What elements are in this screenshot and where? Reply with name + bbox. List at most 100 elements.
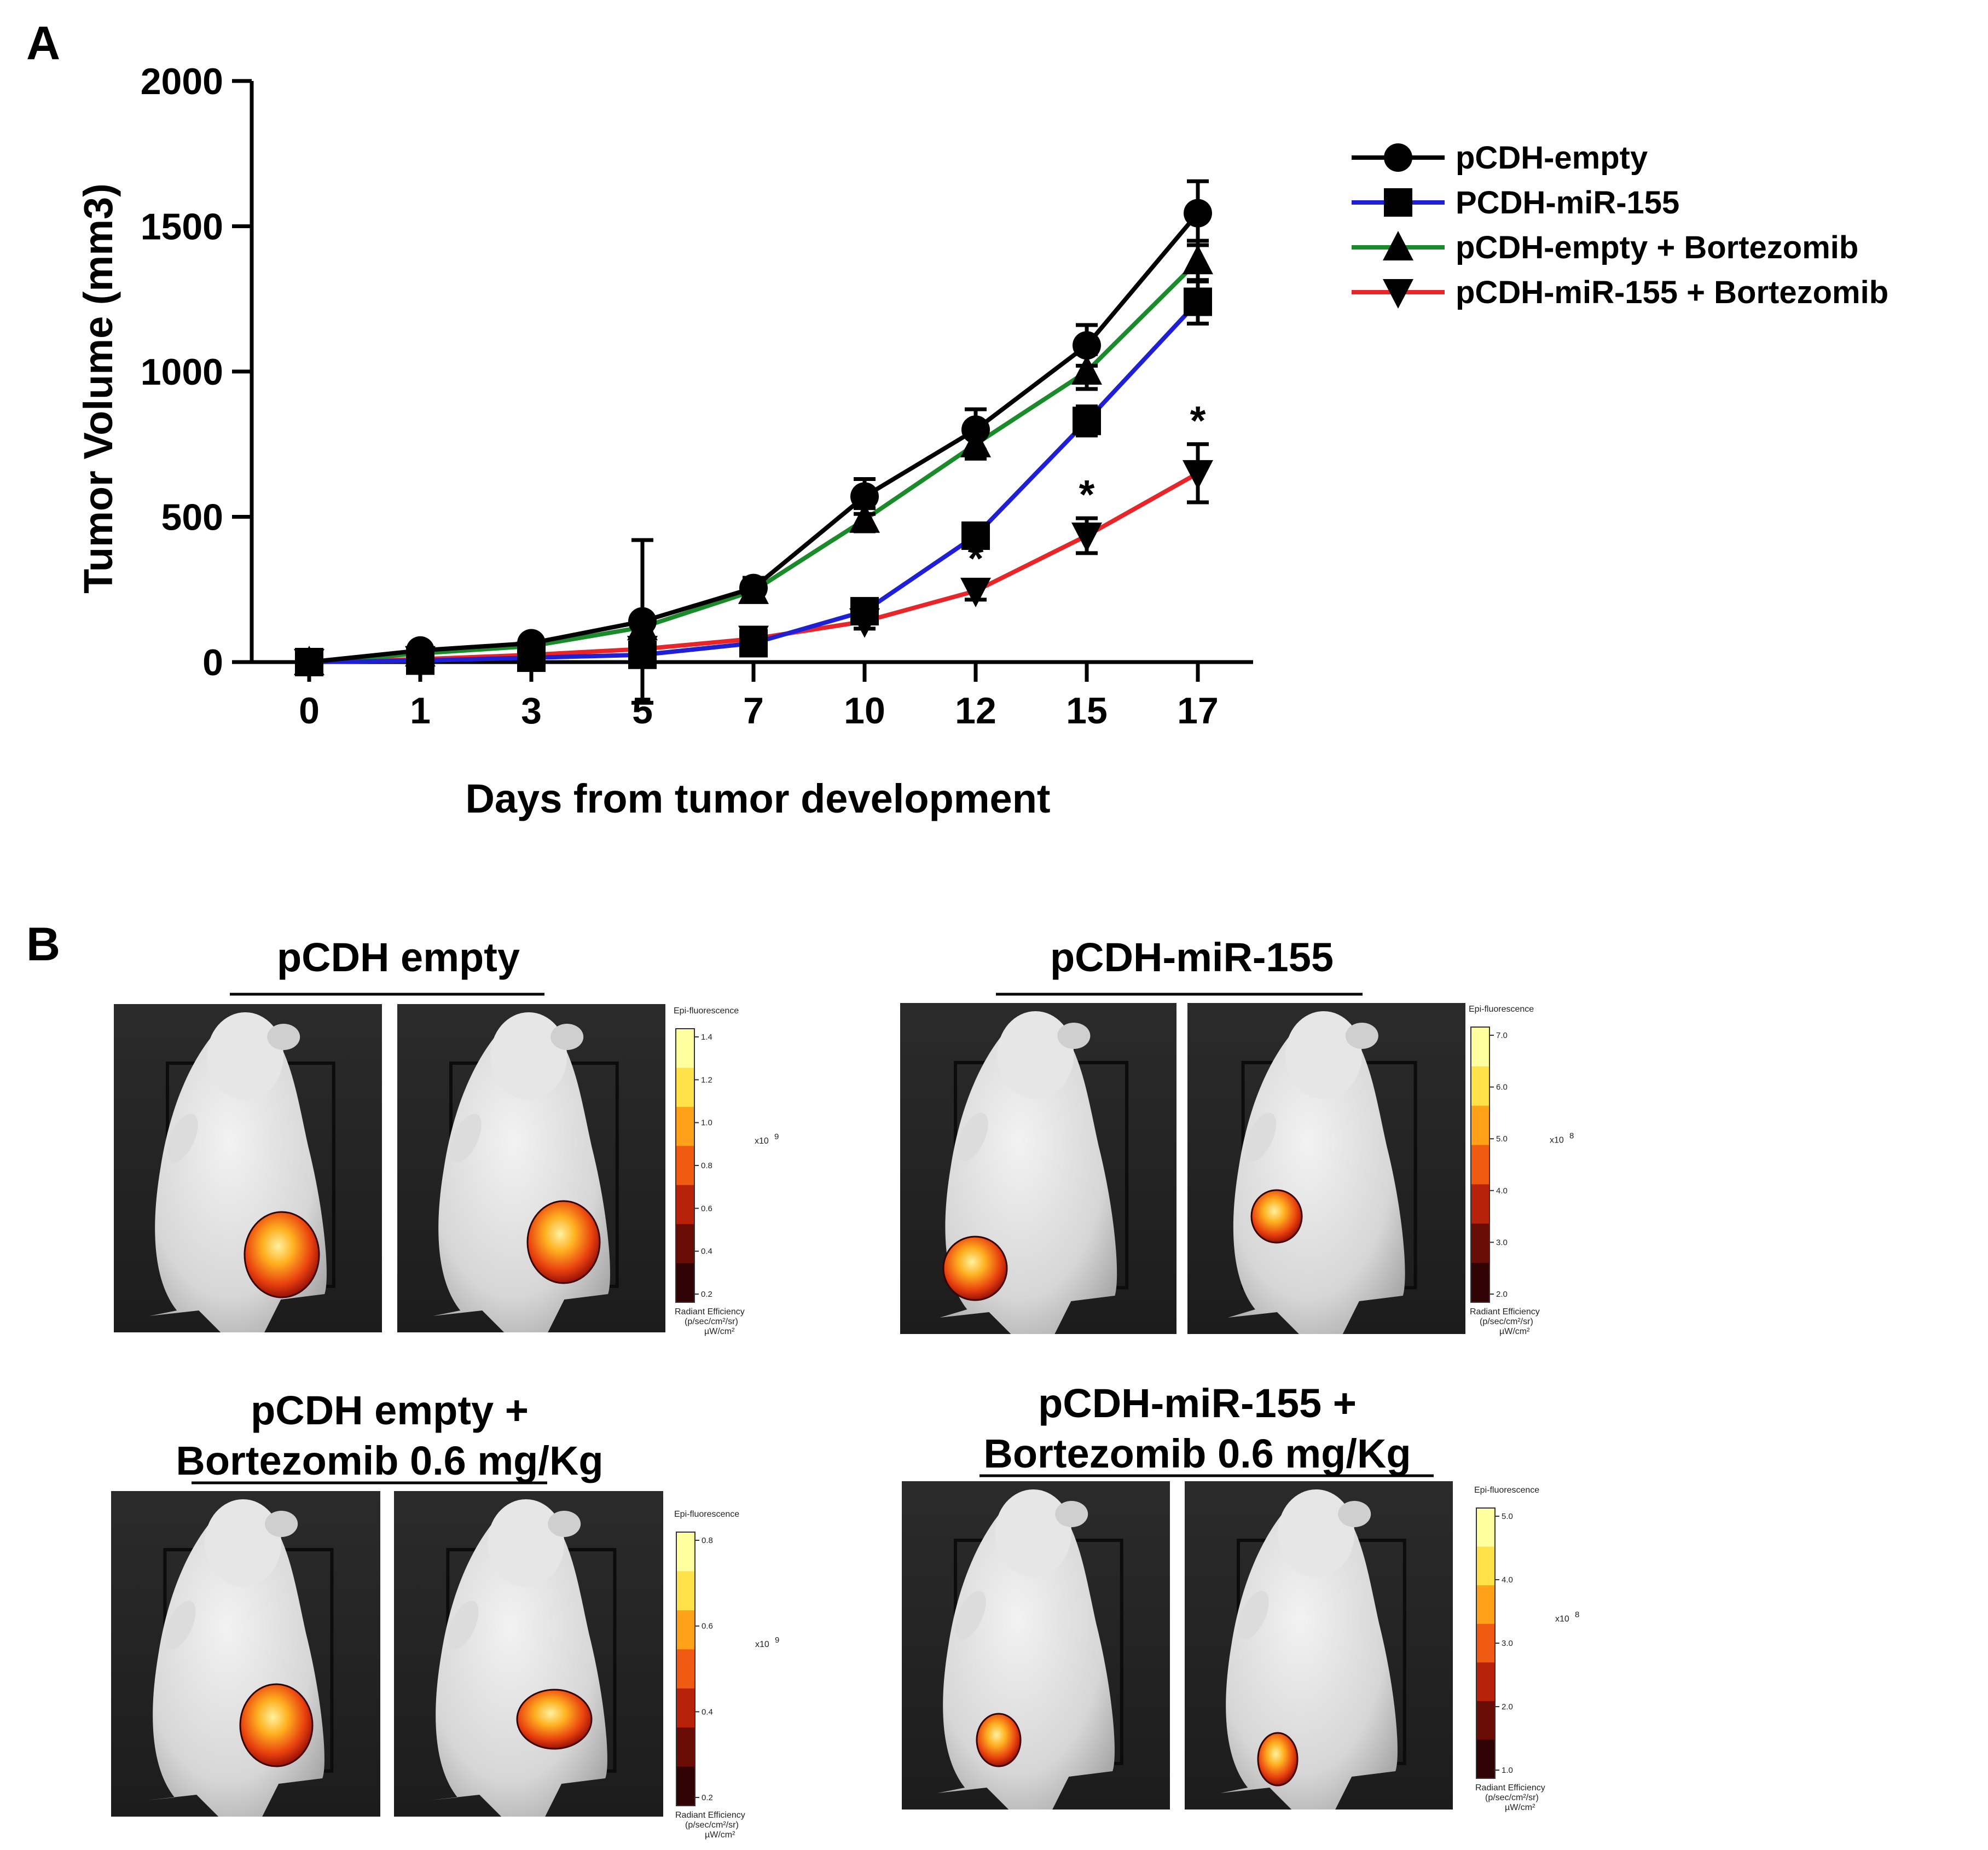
mouse-image: [902, 1481, 1170, 1810]
colorbar-tick-label: 2.0: [1496, 1290, 1508, 1299]
mouse-ear: [265, 1511, 298, 1537]
colorbar-tick-label: 0.4: [701, 1247, 712, 1256]
mouse-body: [1220, 1492, 1398, 1810]
colorbar-segment: [676, 1649, 695, 1689]
mouse-image: [900, 1003, 1176, 1334]
colorbar-tick-label: 0.6: [702, 1622, 713, 1631]
colorbar-segment: [1476, 1662, 1495, 1702]
group-title: pCDH empty: [277, 935, 520, 980]
data-point: [1073, 407, 1101, 436]
x-tick-label: 17: [1177, 690, 1219, 732]
colorbar: Epi-fluorescence 1.4 1.2 1.0 0.8 0.6 0.4 0.2 x10…: [674, 1006, 779, 1336]
colorbar-tick-label: 0.8: [702, 1536, 713, 1545]
colorbar: Epi-fluorescence 0.8 0.6 0.4 0.2 x10 9 Radiant …: [674, 1510, 779, 1840]
legend-entry: pCDH-empty: [1352, 140, 1648, 176]
mouse-forepaw: [1245, 1112, 1277, 1162]
colorbar-segment: [1471, 1223, 1489, 1264]
colorbar-tick-label: 5.0: [1496, 1134, 1508, 1144]
colorbar-tick-label: 0.8: [701, 1161, 712, 1170]
colorbar-units-denominator: µW/cm²: [1499, 1327, 1530, 1336]
colorbar-header: Epi-fluorescence: [674, 1006, 739, 1016]
colorbar-tick-label: 5.0: [1502, 1512, 1513, 1521]
colorbar-frame: [1470, 1027, 1490, 1303]
colorbar-footer: Radiant Efficiency: [1475, 1783, 1545, 1793]
legend-marker: [1383, 231, 1413, 260]
data-point: [1071, 523, 1102, 553]
colorbar-footer: Radiant Efficiency: [675, 1307, 745, 1317]
colorbar-header: Epi-fluorescence: [674, 1510, 739, 1519]
data-point: [1183, 460, 1213, 490]
legend-entry: pCDH-miR-155 + Bortezomib: [1352, 275, 1888, 310]
colorbar-segment: [676, 1224, 694, 1264]
colorbar-segment: [1471, 1105, 1489, 1146]
colorbar-segment: [676, 1263, 694, 1303]
mouse-image: [1185, 1481, 1453, 1810]
data-point: [1183, 245, 1213, 275]
tumor-signal: [526, 1200, 601, 1284]
colorbar-segment: [1476, 1546, 1495, 1586]
colorbar-segment: [676, 1106, 694, 1147]
y-tick-label: 0: [202, 642, 223, 683]
mouse-head: [488, 1499, 565, 1587]
y-tick-label: 2000: [141, 61, 223, 102]
data-point: [517, 629, 546, 658]
legend-label: pCDH-empty: [1456, 140, 1648, 176]
tumor-signal: [976, 1713, 1022, 1767]
colorbar-segment: [676, 1610, 695, 1650]
colorbar-exponent: 8: [1575, 1610, 1579, 1619]
colorbar-tick-label: 2.0: [1502, 1702, 1513, 1712]
imaging-panels: pCDH empty Epi-fluorescence 1.4 1.2 1.0 0.8 0.…: [111, 935, 1579, 1840]
y-tick-label: 500: [161, 497, 223, 538]
tumor-signal: [516, 1689, 593, 1750]
colorbar-segment: [676, 1532, 695, 1572]
colorbar-multiplier: x10: [755, 1640, 769, 1649]
colorbar-tick-label: 1.4: [701, 1033, 712, 1042]
colorbar-units: (p/sec/cm²/sr): [1480, 1317, 1533, 1326]
legend-label: PCDH-miR-155: [1456, 185, 1679, 221]
data-point: [961, 415, 990, 444]
x-tick-label: 7: [743, 690, 764, 732]
colorbar-tick-label: 1.0: [701, 1118, 712, 1128]
colorbar-multiplier: x10: [1555, 1614, 1569, 1623]
data-point: [628, 607, 657, 636]
mouse-ear: [1345, 1023, 1378, 1049]
colorbar-segment: [676, 1571, 695, 1611]
mouse-ear: [550, 1024, 584, 1050]
colorbar-segment: [676, 1727, 695, 1767]
colorbar-units-denominator: µW/cm²: [1505, 1803, 1535, 1812]
colorbar-tick-label: 4.0: [1496, 1186, 1508, 1196]
mouse-image: [394, 1491, 663, 1817]
legend-marker: [1384, 143, 1412, 172]
mouse-head: [1278, 1489, 1355, 1577]
mouse-ear: [548, 1511, 581, 1537]
mouse-image: [111, 1491, 380, 1817]
colorbar-segment: [1476, 1623, 1495, 1663]
group-title-line2: Bortezomib 0.6 mg/Kg: [176, 1438, 603, 1483]
data-point: [295, 648, 323, 676]
colorbar-segment: [676, 1029, 694, 1069]
significance-marker: *: [968, 536, 984, 581]
legend-entry: pCDH-empty + Bortezomib: [1352, 230, 1858, 265]
colorbar: Epi-fluorescence 5.0 4.0 3.0 2.0 1.0 x10 8 Radia…: [1474, 1486, 1579, 1812]
mouse-ear: [1057, 1023, 1091, 1049]
imaging-group-1: pCDH empty Epi-fluorescence 1.4 1.2 1.0 0.8 0.…: [114, 935, 779, 1336]
mouse-image: [1187, 1003, 1465, 1334]
colorbar-tick-label: 0.6: [701, 1204, 712, 1213]
colorbar-units-denominator: µW/cm²: [705, 1830, 735, 1840]
colorbar-segment: [1476, 1739, 1495, 1779]
colorbar-units-denominator: µW/cm²: [704, 1327, 735, 1336]
colorbar-segment: [1471, 1066, 1489, 1106]
colorbar-tick-label: 7.0: [1496, 1031, 1508, 1040]
mouse-ear: [1055, 1501, 1088, 1527]
colorbar-multiplier: x10: [1550, 1135, 1564, 1145]
colorbar-tick-label: 3.0: [1502, 1639, 1513, 1648]
colorbar-header: Epi-fluorescence: [1474, 1486, 1539, 1495]
colorbar-tick-label: 1.2: [701, 1075, 712, 1085]
mouse-head: [207, 1012, 284, 1100]
tumor-signal: [244, 1211, 320, 1298]
colorbar-segment: [1471, 1027, 1489, 1067]
mouse-body: [1227, 1014, 1405, 1334]
data-point: [849, 503, 880, 533]
chart-annotations: * * *: [968, 398, 1206, 581]
